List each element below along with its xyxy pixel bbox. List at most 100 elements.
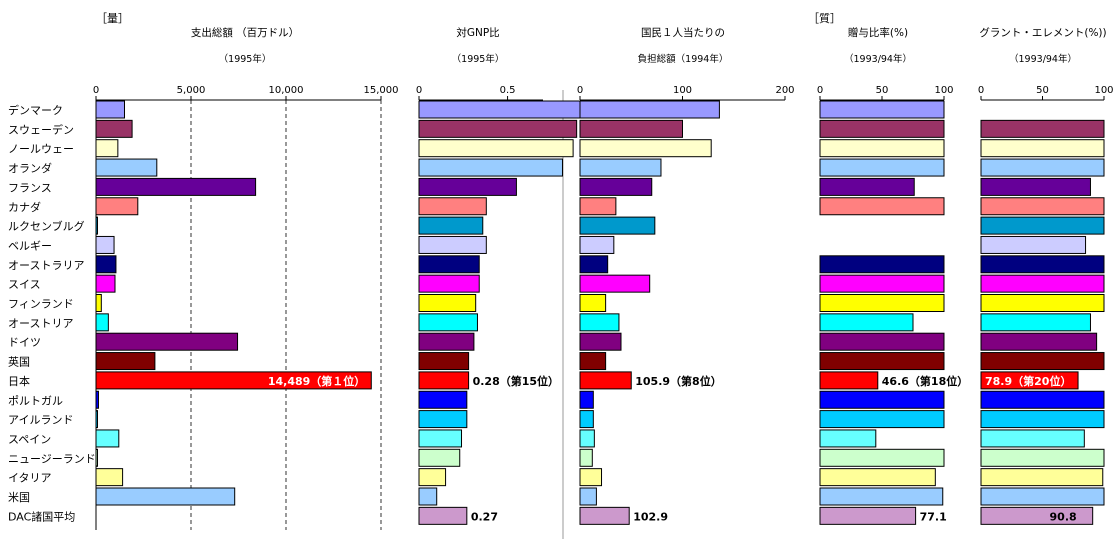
bar: [418, 487, 438, 506]
bar: [418, 468, 447, 487]
bar: [579, 468, 603, 487]
bar: [819, 429, 877, 448]
bar: [579, 487, 597, 506]
bar: [579, 197, 617, 216]
bar: [579, 352, 607, 371]
category-label: ニュージーランド: [8, 452, 96, 465]
x-tick-label: 100: [934, 85, 953, 96]
bar: [418, 506, 468, 525]
section-label-quantity: ［量］: [96, 12, 129, 25]
bar: [95, 410, 98, 429]
bar: [418, 216, 484, 235]
bar: [418, 235, 487, 254]
category-label: 英国: [8, 355, 30, 369]
bar: [579, 158, 662, 177]
japan-value-label: 78.9（第20位）: [985, 374, 1071, 388]
panel-subtitle: （1995年）: [452, 53, 505, 65]
bar: [95, 468, 124, 487]
panel-title: 対GNP比: [456, 26, 499, 39]
section-label-quality: ［質］: [808, 11, 841, 25]
bar: [418, 410, 468, 429]
category-label: デンマーク: [8, 103, 63, 117]
bar: [819, 177, 915, 196]
category-label: カナダ: [8, 200, 41, 214]
category-label: アイルランド: [8, 414, 73, 427]
bar: [95, 294, 102, 312]
bar: [980, 177, 1091, 196]
category-label: ポルトガル: [8, 394, 63, 407]
category-label: ルクセンブルグ: [8, 219, 85, 233]
bar: [819, 294, 945, 312]
bar: [980, 139, 1105, 158]
bar: [95, 255, 117, 274]
bar: [418, 197, 487, 216]
bar: [95, 119, 133, 138]
bar: [980, 313, 1091, 332]
bar: [95, 390, 99, 409]
japan-value-label: 14,489（第１位）: [268, 374, 365, 388]
bar: [418, 390, 468, 409]
bar: [95, 158, 158, 177]
bar: [980, 274, 1105, 293]
category-label: スイス: [8, 278, 41, 291]
bar: [579, 448, 593, 467]
x-tick-label: 50: [876, 85, 889, 96]
bar: [819, 197, 945, 216]
bar: [95, 313, 109, 332]
category-label: イタリア: [8, 472, 52, 485]
category-label: スペイン: [8, 433, 51, 446]
bar: [418, 448, 461, 467]
bar: [579, 332, 622, 351]
bar: [579, 429, 595, 448]
x-tick-label: 100: [1094, 85, 1113, 96]
category-label: スウェーデン: [8, 122, 74, 136]
bar: [579, 255, 609, 274]
bar: [579, 294, 607, 312]
panel-subtitle: 負担総額（1994年）: [638, 53, 729, 65]
panel-subtitle: （1993/94年）: [844, 53, 912, 65]
bar: [819, 119, 945, 138]
bar: [819, 410, 945, 429]
bar: [819, 139, 945, 158]
bar: [418, 177, 517, 196]
bar: [980, 119, 1105, 138]
bar: [579, 390, 594, 409]
bar: [819, 487, 944, 506]
category-label: オランダ: [8, 161, 52, 175]
panel-title: 贈与比率(%): [848, 26, 908, 39]
bar: [980, 197, 1105, 216]
bar: [980, 410, 1105, 429]
dac-average-label: 102.9: [633, 510, 668, 523]
bar: [418, 119, 578, 138]
bar: [95, 352, 156, 371]
category-label: オーストリア: [8, 317, 73, 330]
x-tick-label: 0: [416, 85, 422, 96]
bar: [980, 506, 1094, 525]
dac-average-label: 90.8: [1050, 510, 1077, 523]
bar: [95, 274, 116, 293]
panel-title: 支出総額 （百万ドル）: [191, 26, 299, 39]
x-tick-label: 5,000: [177, 85, 206, 96]
bar: [95, 197, 139, 216]
bar: [418, 158, 563, 177]
bar: [579, 274, 651, 293]
bar: [819, 390, 945, 409]
category-label: オーストラリア: [8, 259, 84, 272]
x-tick-label: 200: [775, 85, 794, 96]
panel-subtitle: （1995年）: [219, 53, 272, 65]
bar: [579, 139, 712, 158]
panel-title: グラント・エレメント(%)): [979, 26, 1106, 39]
bar: [980, 371, 1079, 390]
bar: [579, 313, 620, 332]
bar: [95, 139, 119, 158]
category-label: ベルギー: [8, 239, 52, 252]
japan-value-label: 46.6（第18位）: [882, 374, 968, 388]
bar: [418, 294, 477, 312]
bar: [418, 139, 574, 158]
bar: [980, 158, 1105, 177]
bar: [579, 216, 656, 235]
category-label: 米国: [8, 491, 30, 504]
bar: [819, 448, 945, 467]
bar: [95, 235, 115, 254]
category-label: フランス: [8, 181, 52, 194]
